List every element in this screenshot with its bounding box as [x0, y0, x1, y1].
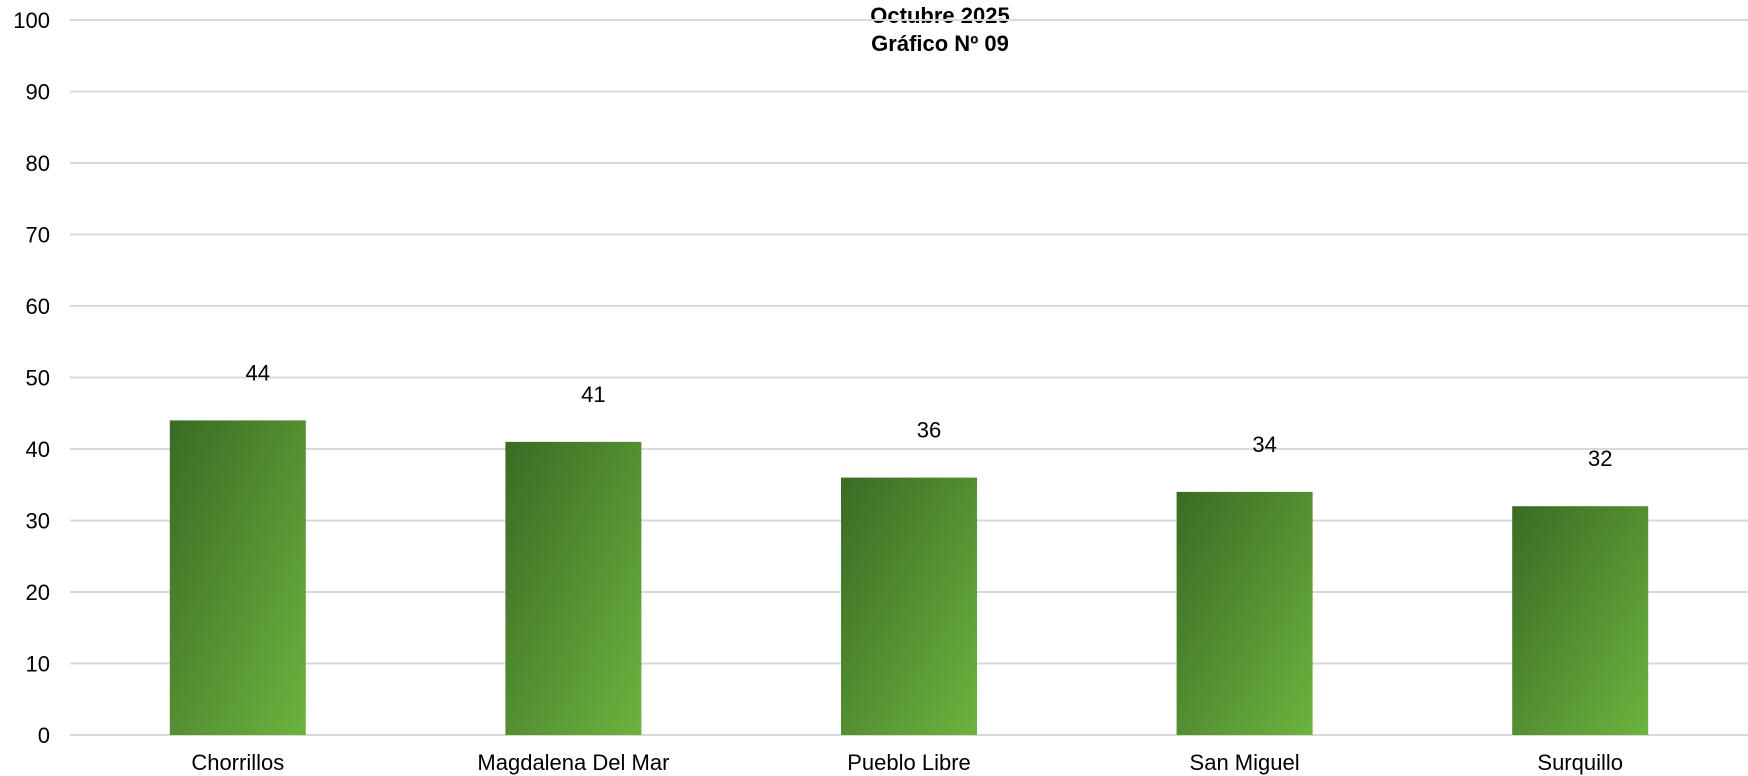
bar-chorrillos [169, 420, 306, 735]
y-tick-label-10: 10 [26, 652, 50, 677]
bar-surquillo [1512, 506, 1649, 735]
data-label-san-miguel: 34 [1252, 432, 1276, 457]
data-label-chorrillos: 44 [246, 360, 270, 385]
category-label-pueblo-libre: Pueblo Libre [847, 750, 971, 775]
data-labels: 44 41 36 34 32 [246, 360, 1613, 471]
x-axis-category-labels: Chorrillos Magdalena Del Mar Pueblo Libre S… [191, 750, 1623, 775]
chart-title-line-1: Octubre 2025 [870, 3, 1009, 28]
category-label-chorrillos: Chorrillos [191, 750, 284, 775]
gridlines [70, 19, 1748, 736]
y-tick-label-90: 90 [26, 80, 50, 105]
category-label-magdalena-del-mar: Magdalena Del Mar [477, 750, 669, 775]
y-tick-label-50: 50 [26, 366, 50, 391]
y-tick-label-60: 60 [26, 294, 50, 319]
data-label-magdalena-del-mar: 41 [581, 382, 605, 407]
data-label-pueblo-libre: 36 [917, 418, 941, 443]
bar-pueblo-libre [841, 477, 977, 735]
chart-title: Octubre 2025 Gráfico Nº 09 [870, 3, 1009, 56]
y-tick-label-30: 30 [26, 509, 50, 534]
bar-magdalena-del-mar [505, 441, 642, 735]
y-tick-label-100: 100 [13, 8, 50, 33]
bars [169, 420, 1649, 735]
y-tick-label-70: 70 [26, 223, 50, 248]
y-tick-label-80: 80 [26, 151, 50, 176]
chart-title-line-2: Gráfico Nº 09 [871, 31, 1009, 56]
category-label-surquillo: Surquillo [1537, 750, 1623, 775]
bar-san-miguel [1176, 491, 1313, 735]
y-tick-label-0: 0 [38, 723, 50, 748]
y-tick-label-40: 40 [26, 437, 50, 462]
y-tick-label-20: 20 [26, 580, 50, 605]
category-label-san-miguel: San Miguel [1190, 750, 1300, 775]
y-axis-tick-labels: 0 10 20 30 40 50 60 70 80 90 100 [13, 8, 50, 748]
data-label-surquillo: 32 [1588, 446, 1612, 471]
